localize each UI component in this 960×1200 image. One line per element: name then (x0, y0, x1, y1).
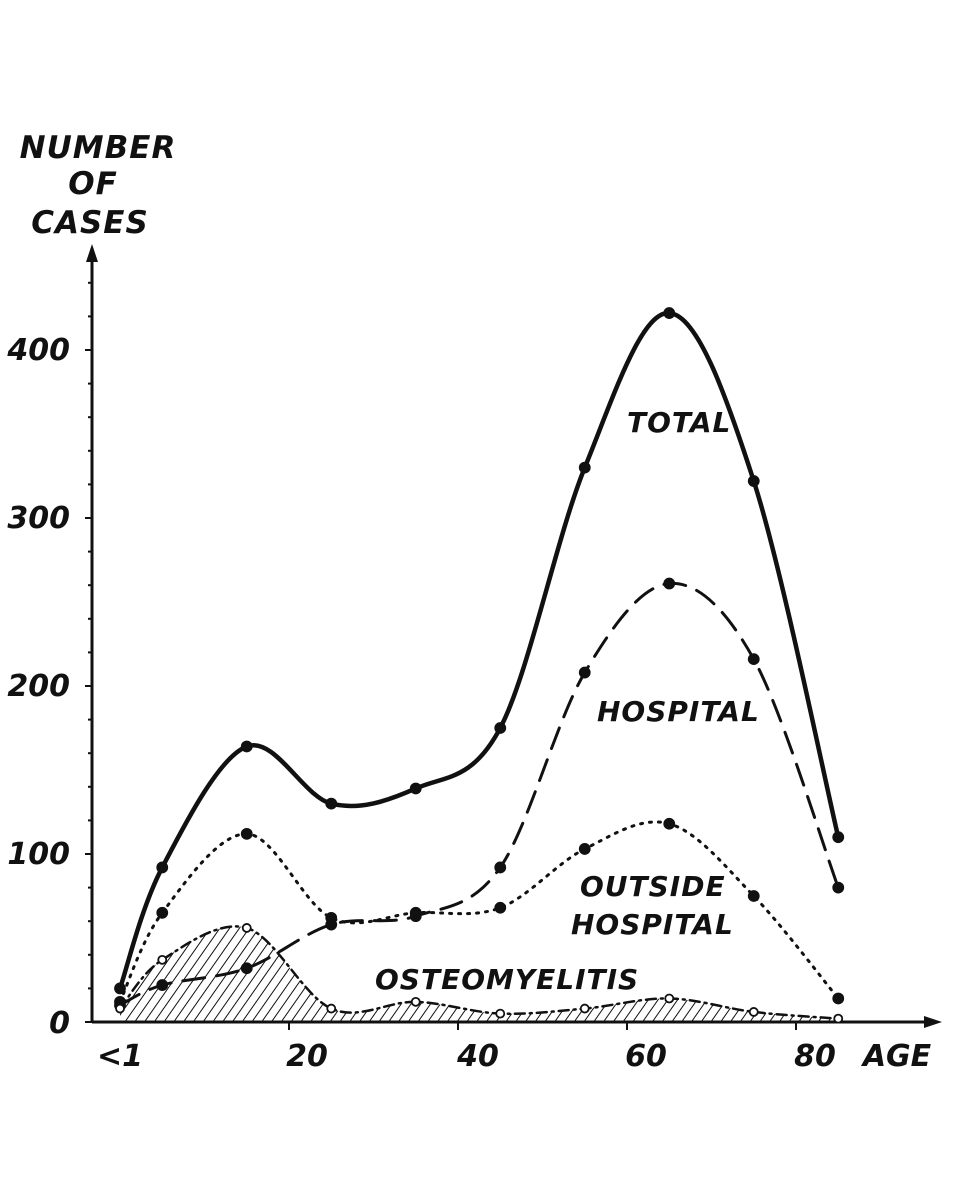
data-point (578, 843, 591, 855)
data-point (240, 827, 253, 840)
series-line-total (117, 310, 841, 991)
x-tick-label: <1 (97, 1039, 143, 1074)
data-point (156, 861, 169, 874)
data-point (579, 1003, 590, 1014)
series-label-total: TOTAL (627, 406, 731, 439)
data-point (494, 722, 507, 734)
y-tick-labels: 0 100 200 300 400 (6, 333, 70, 1041)
data-point (663, 577, 676, 590)
series-line-outside-hospital (118, 820, 840, 1004)
y-axis-arrow-icon (86, 244, 98, 262)
data-point (240, 962, 253, 975)
osteomyelitis-hatched-area (120, 926, 839, 1022)
data-point (495, 1008, 506, 1019)
data-points (114, 307, 845, 1024)
data-point (747, 890, 760, 902)
data-point (578, 666, 591, 679)
x-tick-labels: <1 20 40 60 80 AGE (97, 1039, 932, 1074)
data-point (325, 911, 338, 924)
y-tick-label: 100 (7, 837, 70, 872)
data-point (325, 797, 338, 810)
y-axis-label-line-1: NUMBER (20, 130, 177, 166)
data-point (833, 1013, 844, 1024)
data-point (494, 901, 507, 914)
data-point (663, 817, 676, 830)
data-point (156, 906, 169, 919)
series-line-hospital (118, 582, 840, 1007)
data-point (114, 982, 126, 995)
series-labels: TOTAL HOSPITAL OUTSIDE HOSPITAL OSTEOMYE… (375, 406, 760, 996)
y-tick-label: 200 (7, 669, 70, 704)
x-tick-label: 40 (456, 1039, 499, 1074)
x-axis-arrow-icon (924, 1016, 942, 1028)
data-point (115, 1003, 125, 1014)
data-point (664, 993, 675, 1004)
data-point (832, 992, 845, 1005)
y-axis-label-line-3: CASES (31, 205, 149, 241)
osteomyelitis-area (120, 926, 839, 1022)
data-point (663, 307, 676, 319)
series-label-outside-hospital-line-1: OUTSIDE (580, 870, 726, 903)
data-point (409, 782, 422, 795)
axis-tick-marks (85, 281, 797, 1030)
x-tick-label: 60 (625, 1039, 667, 1074)
x-tick-label: 20 (286, 1039, 328, 1074)
data-point (156, 979, 169, 991)
series-line-osteomyelitis (118, 925, 840, 1020)
data-point (240, 740, 253, 753)
data-point (409, 906, 422, 919)
x-tick-label: 80 (794, 1039, 836, 1074)
series-label-outside-hospital-line-2: HOSPITAL (571, 908, 734, 941)
data-point (832, 831, 845, 844)
y-tick-label: 0 (49, 1006, 70, 1041)
data-point (410, 996, 421, 1007)
series-lines (117, 310, 841, 1020)
data-point (157, 954, 168, 965)
data-point (578, 461, 591, 474)
data-point (747, 653, 760, 666)
y-tick-label: 400 (6, 333, 70, 368)
data-point (747, 475, 760, 487)
data-point (241, 923, 252, 933)
data-point (326, 1003, 337, 1014)
y-tick-label: 300 (7, 501, 70, 536)
series-label-hospital: HOSPITAL (597, 695, 760, 728)
y-axis-label-line-2: OF (68, 166, 118, 202)
data-point (832, 881, 845, 894)
series-label-osteomyelitis: OSTEOMYELITIS (375, 963, 639, 996)
data-point (748, 1007, 759, 1017)
data-point (494, 861, 507, 874)
y-axis-label: NUMBER OF CASES (20, 130, 177, 241)
x-axis-label: AGE (861, 1039, 932, 1074)
